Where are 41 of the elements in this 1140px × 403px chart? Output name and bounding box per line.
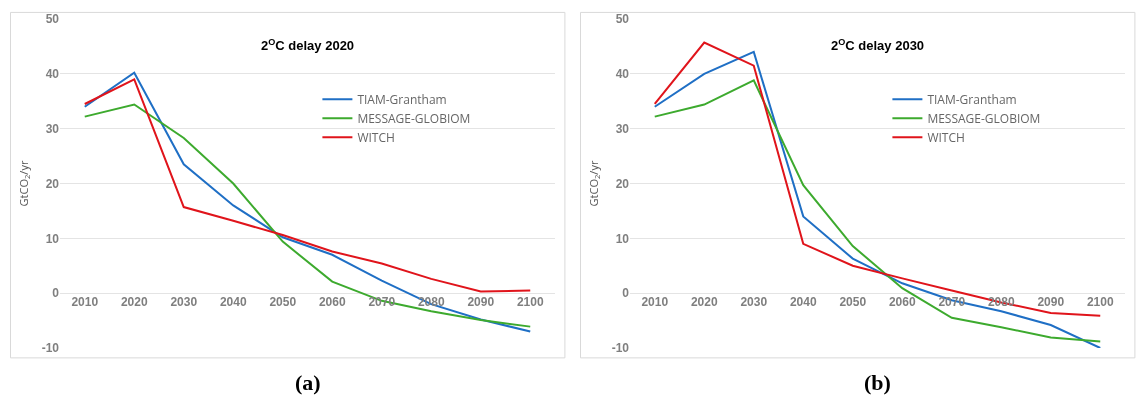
y-tick-label: 20 (45, 176, 60, 191)
y-tick-label: -10 (41, 341, 60, 356)
x-tick-label: 2010 (641, 295, 669, 310)
x-tick-label: 2090 (467, 295, 495, 310)
y-tick-label: 50 (45, 12, 60, 27)
legend-label: TIAM-Grantham (357, 90, 447, 108)
y-tick-label: 40 (615, 67, 630, 82)
x-tick-label: 2060 (318, 295, 346, 310)
x-tick-label: 2010 (71, 295, 99, 310)
x-tick-label: 2040 (789, 295, 817, 310)
y-tick-label: 0 (622, 286, 630, 301)
x-tick-label: 2030 (170, 295, 198, 310)
text: 2$^{O}$C delay 2020 (261, 37, 355, 54)
y-tick-label: 30 (45, 121, 60, 136)
legend-label: TIAM-Grantham (927, 90, 1017, 108)
text: 2$^{O}$C delay 2030 (831, 37, 925, 54)
legend-label: WITCH (927, 128, 965, 146)
text: (b) (864, 370, 891, 395)
x-tick-label: 2050 (839, 295, 867, 310)
x-tick-label: 2020 (690, 295, 718, 310)
y-tick-label: 10 (45, 231, 60, 246)
legend-label: MESSAGE-GLOBIOM (357, 109, 471, 127)
y-tick-label: 20 (615, 176, 630, 191)
x-tick-label: 2060 (888, 295, 916, 310)
x-tick-label: 2040 (219, 295, 247, 310)
x-tick-label: 2100 (516, 295, 544, 310)
y-tick-label: 50 (615, 12, 630, 27)
legend-label: MESSAGE-GLOBIOM (927, 109, 1041, 127)
x-tick-label: 2100 (1086, 295, 1114, 310)
y-tick-label: 0 (52, 286, 60, 301)
legend-label: WITCH (357, 128, 395, 146)
x-tick-label: 2050 (269, 295, 297, 310)
y-tick-label: 10 (615, 231, 630, 246)
x-tick-label: 2090 (1037, 295, 1065, 310)
text: (a) (295, 370, 321, 395)
line-series (83, 78, 532, 293)
x-tick-label: 2030 (740, 295, 768, 310)
y-tick-label: -10 (611, 341, 630, 356)
x-tick-label: 2020 (120, 295, 148, 310)
y-tick-label: 30 (615, 121, 630, 136)
y-tick-label: 40 (45, 67, 60, 82)
